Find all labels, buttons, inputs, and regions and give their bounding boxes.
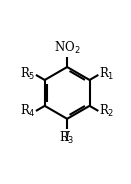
Text: R$_4$: R$_4$ bbox=[20, 103, 35, 119]
Text: R$_2$: R$_2$ bbox=[99, 103, 114, 119]
Text: R$_3$: R$_3$ bbox=[59, 130, 75, 146]
Text: I: I bbox=[65, 131, 70, 144]
Text: NO$_2$: NO$_2$ bbox=[54, 40, 80, 56]
Text: R$_1$: R$_1$ bbox=[99, 66, 114, 82]
Text: R$_5$: R$_5$ bbox=[20, 66, 35, 82]
